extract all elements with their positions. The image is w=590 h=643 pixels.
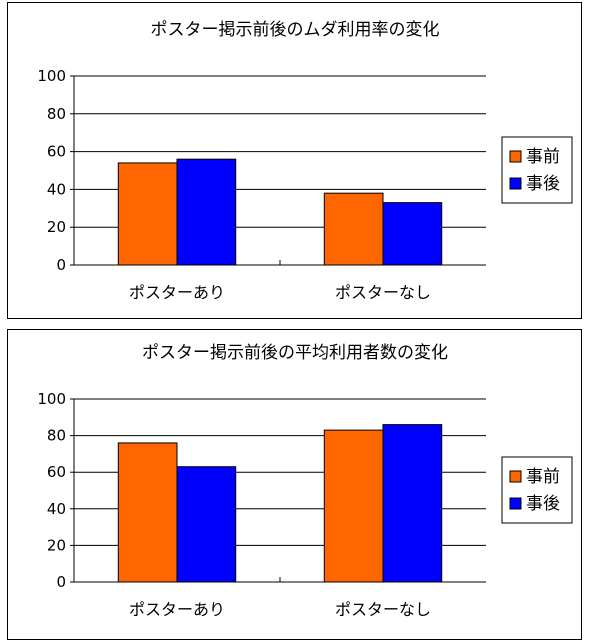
chart-2-legend-label: 事前 xyxy=(526,467,560,487)
chart-1-y-tick-label: 60 xyxy=(47,143,66,161)
chart-1-y-tick-label: 80 xyxy=(47,105,66,123)
chart-2-bar-事前-ポスターなし xyxy=(323,429,384,583)
chart-1: ポスター掲示前後のムダ利用率の変化 0 20 40 60 80 100 ポスターあり ポスターな… xyxy=(7,2,582,319)
chart-2-bar-事後-ポスターなし xyxy=(382,424,443,583)
chart-1-y-tick-label: 100 xyxy=(37,67,66,85)
chart-2-svg: ポスター掲示前後の平均利用者数の変化 0 20 40 60 80 100 ポスターあり ポスター… xyxy=(37,343,573,619)
chart-1-y-tick-label: 0 xyxy=(56,256,66,274)
chart-2-title: ポスター掲示前後の平均利用者数の変化 xyxy=(142,343,448,363)
chart-1-title: ポスター掲示前後のムダ利用率の変化 xyxy=(151,20,440,40)
chart-2-y-tick-label: 40 xyxy=(47,500,66,518)
chart-2-legend-swatch xyxy=(509,470,522,483)
chart-2-legend-swatch xyxy=(509,497,522,510)
chart-1-legend-label: 事前 xyxy=(526,147,560,167)
chart-2-x-tick-label: ポスターあり xyxy=(129,600,225,619)
chart-2-legend xyxy=(501,456,573,524)
chart-2: ポスター掲示前後の平均利用者数の変化 0 20 40 60 80 100 ポスターあり ポスター… xyxy=(7,329,582,640)
chart-2-legend-label: 事後 xyxy=(526,494,560,514)
chart-1-y-tick-label: 40 xyxy=(47,180,66,198)
chart-1-legend-swatch xyxy=(509,177,522,190)
chart-2-y-tick-label: 60 xyxy=(47,463,66,481)
chart-2-bar-事前-ポスターあり xyxy=(117,442,178,583)
chart-1-bar-事前-ポスターあり xyxy=(117,162,178,266)
chart-2-y-tick-label: 0 xyxy=(56,573,66,591)
chart-1-svg: ポスター掲示前後のムダ利用率の変化 0 20 40 60 80 100 ポスターあり ポスターな… xyxy=(37,20,573,302)
chart-1-legend-label: 事後 xyxy=(526,174,560,194)
chart-1-bar-事後-ポスターなし xyxy=(382,202,443,266)
chart-1-x-tick-label: ポスターあり xyxy=(129,283,225,302)
chart-1-bar-事前-ポスターなし xyxy=(323,192,384,266)
chart-1-legend-swatch xyxy=(509,150,522,163)
chart-2-y-tick-label: 20 xyxy=(47,536,66,554)
chart-2-y-tick-label: 100 xyxy=(37,390,66,408)
chart-1-legend xyxy=(501,136,573,204)
chart-1-y-tick-label: 20 xyxy=(47,218,66,236)
chart-1-x-tick-label: ポスターなし xyxy=(335,283,431,302)
chart-2-x-tick-label: ポスターなし xyxy=(335,600,431,619)
chart-1-bar-事後-ポスターあり xyxy=(176,158,237,266)
chart-2-bar-事後-ポスターあり xyxy=(176,466,237,583)
chart-2-y-tick-label: 80 xyxy=(47,427,66,445)
